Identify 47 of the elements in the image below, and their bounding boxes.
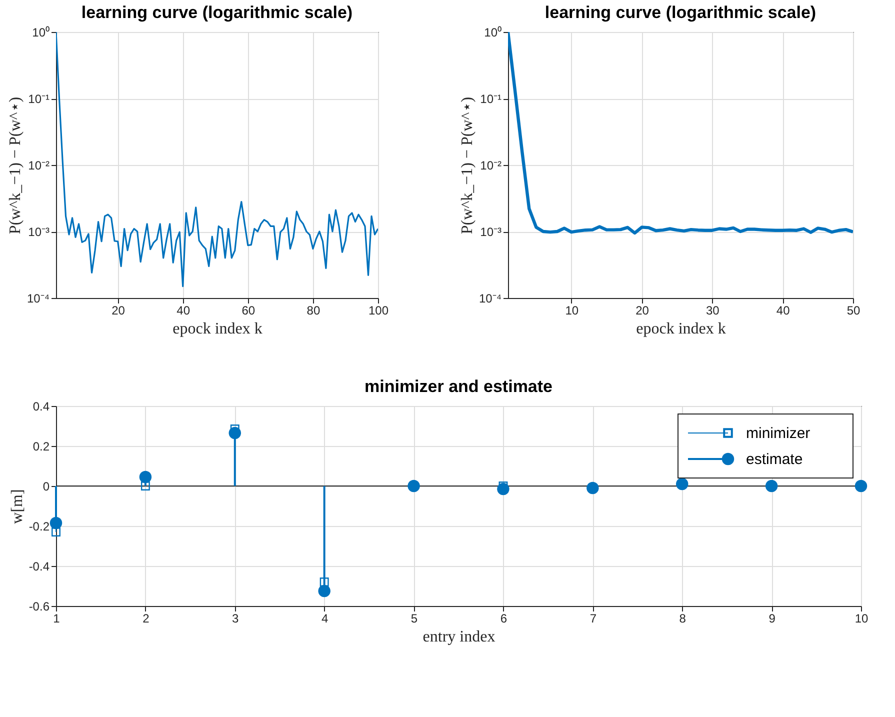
legend-label: minimizer [746,425,810,442]
x-tick-label: 6 [500,612,508,626]
x-tick-label: 40 [776,304,790,318]
x-tick-label: 5 [410,612,418,626]
x-tick-label: 4 [321,612,328,626]
legend-label: estimate [746,451,803,468]
x-tick-label: 1 [53,612,60,626]
x-tick-label: 20 [636,304,650,318]
x-tick-label: 8 [679,612,686,626]
y-axis-title: P(w^k_−1) − P(w^⋆) [458,96,476,234]
y-tick-label: 10⁰ [484,26,502,40]
y-tick-label: 0 [42,480,50,494]
x-axis-title: entry index [422,628,496,646]
y-tick-label: 0.4 [32,400,50,414]
chart-title: learning curve (logarithmic scale) [81,3,353,22]
y-tick-label: 10⁰ [32,26,50,40]
y-tick-label: -0.6 [28,600,50,614]
y-tick-label: 10⁻³ [28,225,50,239]
x-axis-title: epock index k [636,320,726,338]
x-tick-label: 7 [590,612,597,626]
x-axis-title: epock index k [172,320,262,338]
y-tick-label: 10⁻¹ [480,92,502,106]
x-tick-label: 60 [242,304,256,318]
x-tick-label: 20 [112,304,126,318]
x-tick-label: 10 [565,304,579,318]
x-tick-label: 100 [368,304,389,318]
x-tick-label: 80 [306,304,320,318]
y-tick-label: 10⁻⁴ [26,292,50,306]
x-tick-label: 50 [846,304,860,318]
x-tick-label: 2 [142,612,150,626]
y-tick-label: 10⁻¹ [28,92,50,106]
x-tick-label: 40 [176,304,190,318]
y-tick-label: 10⁻² [480,158,502,172]
x-tick-label: 10 [854,612,868,626]
x-tick-label: 30 [706,304,720,318]
y-tick-label: -0.2 [28,520,50,534]
y-tick-label: -0.4 [28,560,50,574]
chart-title: learning curve (logarithmic scale) [544,3,816,22]
y-axis-title: w[m] [8,489,26,524]
y-tick-label: 10⁻² [28,158,50,172]
x-tick-label: 9 [768,612,776,626]
x-tick-label: 3 [232,612,240,626]
chart-title: minimizer and estimate [364,377,553,396]
y-axis-title: P(w^k_−1) − P(w^⋆) [6,96,24,234]
y-tick-label: 10⁻³ [480,225,502,239]
y-tick-label: 0.2 [32,440,50,454]
y-tick-label: 10⁻⁴ [478,292,502,306]
